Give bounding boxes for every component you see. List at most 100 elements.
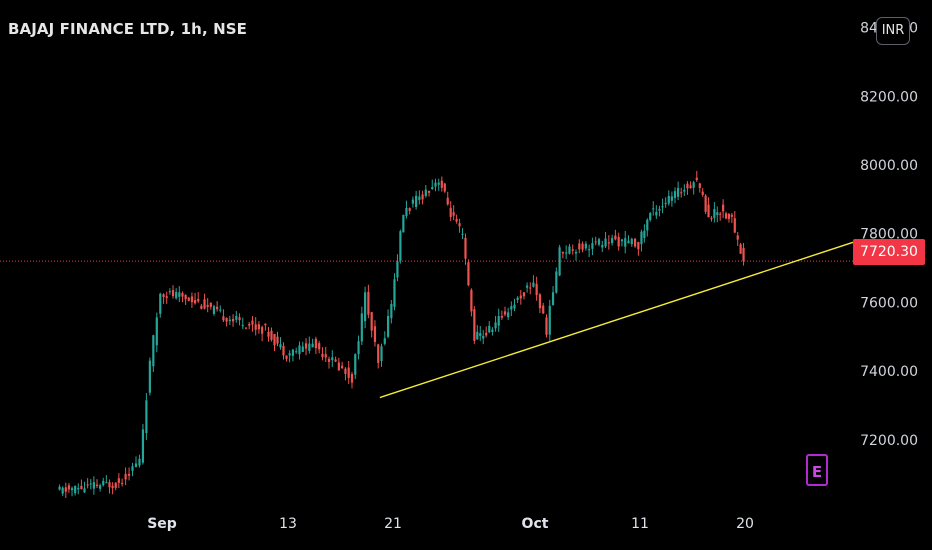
candle	[171, 285, 175, 299]
candle	[415, 190, 418, 210]
candle-body	[673, 191, 677, 199]
candle	[695, 170, 698, 182]
candle	[739, 242, 742, 254]
candle-body	[458, 223, 461, 227]
candle-body	[434, 182, 437, 187]
candle-body	[578, 243, 581, 250]
candle-body	[383, 338, 386, 344]
candle-body	[655, 211, 658, 216]
candle	[476, 325, 479, 340]
candle	[542, 302, 545, 315]
trendline[interactable]	[379, 241, 854, 399]
earnings-marker[interactable]: E	[806, 454, 828, 486]
candle	[155, 312, 158, 353]
candle	[114, 482, 117, 491]
candle	[248, 321, 251, 330]
candle-body	[393, 279, 396, 307]
candle-body	[464, 237, 467, 259]
candle-body	[646, 219, 649, 231]
candle	[301, 341, 304, 352]
candle-body	[114, 482, 117, 488]
y-tick-label: 7600.00	[860, 295, 918, 311]
candle	[311, 338, 314, 348]
candle-body	[178, 292, 181, 297]
candle	[390, 300, 393, 324]
candle	[344, 367, 347, 381]
currency-selector[interactable]: INR	[876, 17, 910, 45]
candle	[254, 317, 257, 336]
candle	[408, 207, 411, 215]
candle-body	[421, 194, 424, 200]
candle	[295, 347, 298, 354]
candle-body	[670, 196, 673, 201]
candle	[377, 343, 380, 369]
candle-body	[704, 195, 707, 212]
candle	[184, 294, 187, 305]
candle-body	[261, 327, 264, 334]
candle-body	[601, 245, 604, 248]
candle	[357, 335, 360, 360]
price-axis[interactable]: 7200.00 7400.00 7600.00 7800.00 8000.00 8200.…	[860, 21, 918, 449]
x-tick-label: 20	[736, 516, 754, 532]
candle-body	[298, 345, 301, 355]
candle-body	[159, 293, 162, 314]
candle	[77, 483, 80, 495]
y-tick-label: 8000.00	[860, 158, 918, 174]
candle	[165, 291, 168, 304]
candle	[314, 336, 317, 354]
candle	[251, 316, 254, 332]
candle	[614, 229, 617, 241]
candle-body	[455, 219, 458, 222]
candle	[485, 326, 488, 338]
candle-body	[516, 297, 519, 300]
candle-body	[117, 478, 120, 483]
time-axis[interactable]: Sep 13 21 Oct 11 20	[147, 516, 754, 532]
candle-body	[686, 183, 689, 189]
candle	[519, 289, 522, 305]
candle-body	[461, 233, 464, 235]
candle	[561, 251, 564, 259]
candle	[203, 293, 206, 310]
candle	[168, 288, 171, 295]
candle-body	[742, 247, 745, 262]
candle-body	[311, 343, 314, 348]
candle	[594, 236, 597, 246]
candle	[630, 237, 633, 247]
candle-body	[449, 207, 452, 218]
candle	[105, 475, 108, 484]
candle-body	[452, 212, 455, 216]
candle-body	[692, 182, 695, 188]
candle-body	[145, 400, 148, 434]
candle-body	[584, 243, 587, 249]
candle	[138, 454, 141, 468]
candle	[581, 241, 584, 253]
candle	[364, 286, 367, 329]
candle-body	[171, 290, 175, 297]
candle	[652, 201, 655, 216]
candle	[324, 346, 327, 363]
candle	[443, 182, 446, 193]
candle	[437, 178, 440, 191]
candle-body	[390, 304, 393, 319]
candle	[611, 234, 614, 246]
candle	[482, 330, 485, 345]
candle-body	[643, 230, 646, 238]
candle-body	[99, 485, 102, 489]
candle-body	[334, 359, 337, 362]
candle-body	[558, 247, 561, 276]
candle	[568, 243, 571, 255]
candle-body	[427, 191, 431, 193]
candle	[225, 317, 228, 327]
candle	[507, 307, 510, 320]
candle	[235, 311, 238, 323]
candle	[464, 233, 467, 265]
candle-body	[526, 285, 529, 288]
candle-body	[607, 242, 610, 244]
candle-body	[594, 241, 597, 243]
candle-body	[380, 346, 383, 361]
candle	[127, 467, 131, 481]
candle	[686, 181, 689, 195]
candle-body	[377, 344, 380, 363]
candle-body	[276, 336, 279, 344]
